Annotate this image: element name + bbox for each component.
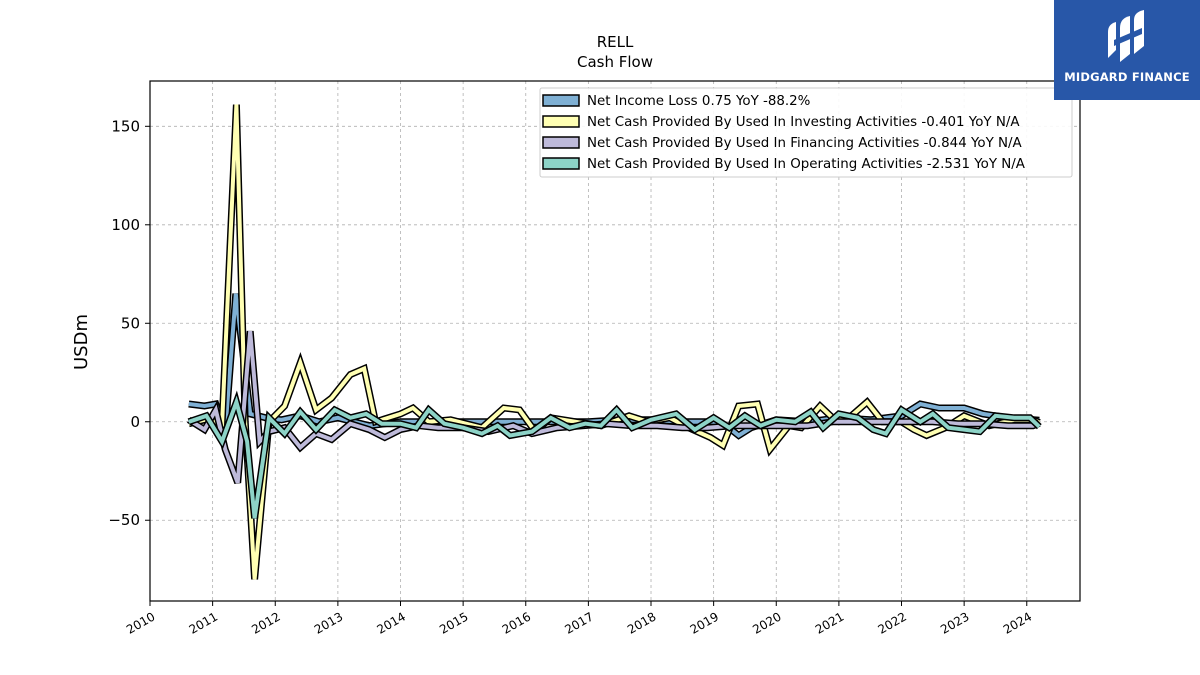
x-tick-label: 2018	[625, 609, 658, 636]
x-tick-label: 2016	[500, 609, 533, 636]
chart-subtitle: Cash Flow	[577, 53, 653, 71]
y-tick-label: 150	[111, 117, 140, 135]
x-tick-label: 2022	[876, 609, 909, 636]
x-tick-label: 2015	[437, 609, 470, 636]
logo-wordmark: MIDGARD FINANCE	[1064, 70, 1190, 84]
series-lines	[186, 104, 1042, 580]
y-axis-ticks: −50 0 50 100 150	[108, 117, 150, 529]
x-tick-label: 2024	[1001, 609, 1034, 636]
y-tick-label: 0	[130, 413, 140, 431]
legend: Net Income Loss 0.75 YoY -88.2% Net Cash …	[539, 87, 1073, 178]
legend-entry: Net Income Loss 0.75 YoY -88.2%	[587, 94, 810, 109]
plot-frame	[149, 80, 1081, 602]
y-tick-label: 50	[121, 314, 140, 332]
x-tick-label: 2021	[813, 609, 846, 636]
legend-entry: Net Cash Provided By Used In Investing A…	[587, 115, 1020, 130]
x-tick-label: 2010	[124, 609, 157, 636]
legend-swatch	[542, 136, 580, 149]
x-tick-label: 2020	[750, 609, 783, 636]
x-axis-ticks: 2010 2011 2012 2013 2014 2015 2016 2017 2018 2019…	[124, 601, 1034, 637]
legend-box	[539, 87, 1073, 178]
legend-entry: Net Cash Provided By Used In Operating A…	[587, 157, 1026, 172]
midgard-finance-logo: MIDGARD FINANCE	[1054, 0, 1200, 100]
legend-swatch	[542, 94, 580, 107]
x-tick-label: 2023	[938, 609, 971, 636]
legend-entry: Net Cash Provided By Used In Financing A…	[587, 136, 1023, 151]
x-tick-label: 2017	[562, 609, 595, 636]
x-tick-label: 2019	[688, 609, 721, 636]
y-tick-label: −50	[108, 511, 140, 529]
y-tick-label: 100	[111, 216, 140, 234]
x-tick-label: 2014	[375, 609, 408, 636]
series-line	[187, 390, 1042, 519]
x-tick-label: 2011	[187, 609, 220, 636]
x-tick-label: 2012	[249, 609, 282, 636]
legend-swatch	[542, 157, 580, 170]
midgard-logo-icon	[1108, 10, 1144, 62]
series-line-stroke	[188, 395, 1041, 519]
legend-swatch	[542, 115, 580, 128]
chart-title: RELL	[597, 33, 634, 51]
x-tick-label: 2013	[312, 609, 345, 636]
y-axis-label: USDm	[71, 314, 92, 370]
